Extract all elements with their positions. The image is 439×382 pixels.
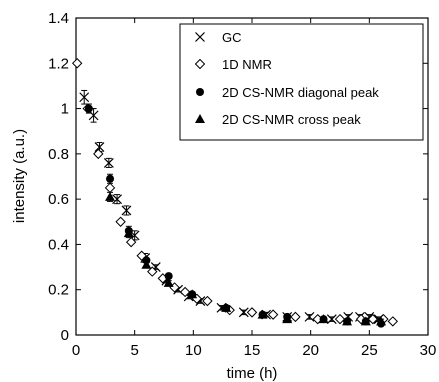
legend-marker-diagonal-peak [196, 88, 204, 96]
x-tick-label: 30 [420, 342, 437, 359]
data-point [105, 191, 116, 201]
data-point [342, 316, 353, 326]
data-point [367, 313, 379, 325]
legend: GC 1D NMR 2D CS-NMR diagonal peak 2D CS-… [179, 23, 424, 141]
data-point [103, 157, 114, 168]
legend-marker-symbol [195, 32, 205, 42]
data-point [123, 228, 134, 238]
data-point [304, 311, 315, 322]
legend-marker-gc [195, 32, 205, 42]
data-point [376, 316, 387, 326]
data-point [387, 316, 399, 327]
y-axis: 0 0.2 0.4 0.6 0.8 1 1.2 1.4 [48, 10, 428, 344]
x-tick-label: 0 [72, 342, 80, 359]
data-point [290, 311, 301, 323]
data-markers [71, 58, 399, 328]
legend-marker-symbol [195, 114, 205, 123]
data-point [238, 307, 249, 318]
data-point [84, 104, 93, 113]
legend-label-cross-peak: 2D CS-NMR cross peak [222, 112, 361, 127]
data-point [246, 307, 258, 318]
y-tick-label: 0.6 [48, 191, 69, 208]
data-point [360, 316, 371, 326]
data-point [141, 259, 152, 269]
data-point [202, 295, 213, 307]
legend-box [179, 23, 424, 141]
legend-label-diagonal-peak: 2D CS-NMR diagonal peak [222, 85, 379, 100]
y-tick-label: 0 [61, 327, 69, 344]
x-tick-label: 20 [302, 342, 319, 359]
data-point [221, 302, 232, 312]
data-point [318, 314, 329, 324]
data-point [164, 272, 173, 281]
y-tick-label: 1 [61, 101, 69, 118]
data-point [326, 314, 337, 325]
x-axis-title: time (h) [227, 365, 278, 382]
data-point [88, 110, 99, 121]
x-tick-label: 15 [244, 342, 261, 359]
y-tick-label: 0.8 [48, 146, 69, 163]
legend-marker-symbol [194, 58, 206, 70]
data-point [147, 266, 158, 277]
x-tick-label: 10 [185, 342, 202, 359]
y-tick-label: 0.2 [48, 282, 69, 299]
data-point [71, 58, 83, 69]
data-point [257, 309, 268, 319]
legend-marker-1d-nmr [194, 58, 206, 70]
x-axis: 0 5 10 15 20 25 30 [72, 18, 437, 359]
data-point [121, 205, 132, 216]
y-tick-label: 1.2 [48, 55, 69, 72]
x-tick-label: 5 [130, 342, 138, 359]
data-point [115, 216, 126, 227]
data-point [334, 313, 346, 325]
data-point [112, 194, 122, 205]
data-point [163, 277, 174, 287]
y-tick-label: 0.4 [48, 236, 69, 253]
legend-marker-symbol [196, 88, 204, 96]
x-tick-label: 25 [361, 342, 378, 359]
data-point [94, 142, 105, 152]
data-point [125, 236, 137, 248]
data-point [179, 286, 191, 298]
data-point [104, 182, 116, 194]
legend-label-1d-nmr: 1D NMR [222, 57, 272, 72]
data-point [106, 174, 115, 183]
legend-marker-cross-peak [195, 114, 205, 123]
y-axis-title: intensity (a.u.) [11, 129, 28, 223]
legend-label-gc: GC [222, 30, 242, 45]
data-point [282, 314, 293, 324]
data-point [267, 309, 279, 320]
data-point [93, 148, 104, 160]
series-3 [105, 191, 387, 326]
data-point [79, 92, 90, 103]
data-point [187, 289, 198, 299]
y-tick-label: 1.4 [48, 10, 69, 27]
